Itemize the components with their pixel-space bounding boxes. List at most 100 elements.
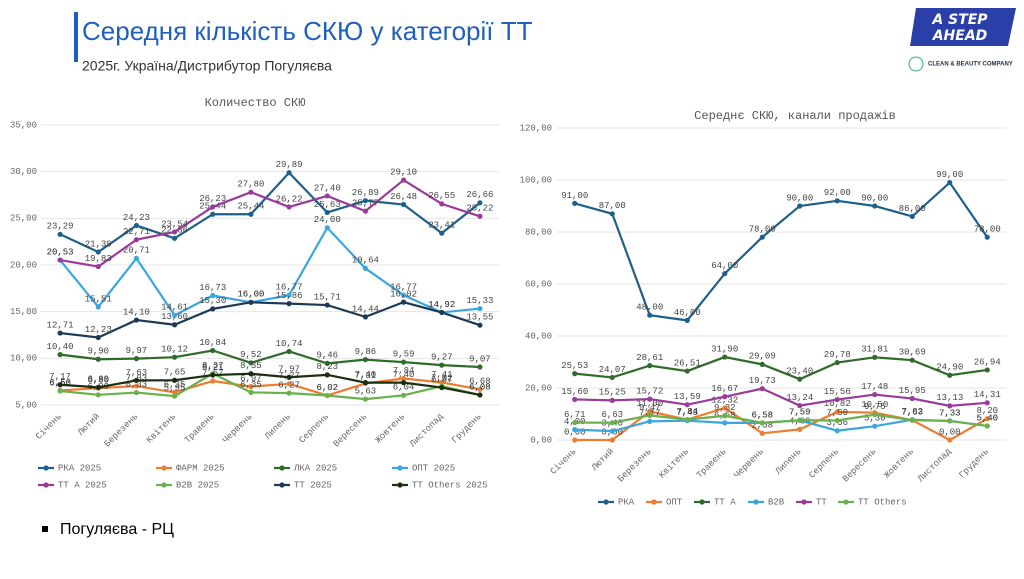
data-point xyxy=(171,354,178,360)
data-label: 6,02 xyxy=(316,383,338,393)
data-point xyxy=(439,384,445,391)
data-point xyxy=(248,384,254,390)
data-point xyxy=(210,306,216,312)
data-point xyxy=(834,396,840,403)
data-point xyxy=(171,393,178,399)
data-label: 16,77 xyxy=(390,283,417,293)
data-label: 14,44 xyxy=(352,304,379,314)
data-label: 13,59 xyxy=(674,392,701,402)
series-line xyxy=(59,171,481,254)
data-label: 7,63 xyxy=(901,408,923,418)
data-point xyxy=(647,418,653,424)
data-point xyxy=(722,420,728,426)
data-label: 24,07 xyxy=(599,365,626,375)
data-point xyxy=(133,383,140,389)
data-label: 16,77 xyxy=(276,283,303,293)
data-point xyxy=(759,386,765,392)
x-tick-label: Березень xyxy=(616,447,654,485)
data-point xyxy=(248,360,254,366)
data-label: 19,83 xyxy=(85,254,112,264)
data-point xyxy=(684,402,690,408)
data-point xyxy=(947,437,953,443)
legend-swatch xyxy=(43,482,49,488)
data-point xyxy=(362,208,369,214)
legend-label: ОПТ 2025 xyxy=(412,463,455,473)
data-label: 7,65 xyxy=(164,368,186,378)
data-label: 29,10 xyxy=(390,167,417,177)
series-line xyxy=(59,178,481,268)
x-tick-label: Листопад xyxy=(407,411,446,450)
x-tick-label: Липень xyxy=(773,447,804,478)
data-label: 8,35 xyxy=(240,361,262,371)
data-point xyxy=(872,203,878,209)
series-line xyxy=(59,372,481,401)
legend-label: B2B xyxy=(768,497,785,507)
data-label: 14,31 xyxy=(974,390,1001,400)
data-label: 6,58 xyxy=(751,410,773,420)
data-label: 31,90 xyxy=(711,344,738,354)
data-label: 9,90 xyxy=(87,347,109,357)
data-point xyxy=(722,413,728,419)
data-label: 7,97 xyxy=(278,365,300,375)
data-point xyxy=(286,348,292,355)
x-tick-label: Січень xyxy=(34,412,64,442)
data-point xyxy=(759,430,765,436)
data-point xyxy=(872,423,878,429)
data-label: 92,00 xyxy=(824,188,851,198)
data-point xyxy=(324,302,330,308)
data-label: 25,53 xyxy=(561,361,588,371)
data-point xyxy=(210,211,216,217)
data-label: 20,53 xyxy=(47,247,74,257)
data-point xyxy=(324,372,330,378)
data-label: 90,00 xyxy=(786,193,813,203)
data-point xyxy=(722,394,728,400)
x-tick-label: Листопад xyxy=(915,446,954,485)
legend-label: ТТ А xyxy=(714,497,736,507)
data-label: 26,89 xyxy=(352,188,379,198)
data-point xyxy=(400,201,407,208)
data-label: 46,00 xyxy=(674,308,701,318)
legend-label: TT Others xyxy=(858,497,907,507)
data-point xyxy=(834,359,840,366)
y-tick-label: 120,00 xyxy=(520,123,552,133)
data-point xyxy=(439,201,445,207)
data-label: 23,29 xyxy=(47,222,74,232)
data-point xyxy=(95,356,101,362)
data-label: 14,10 xyxy=(123,307,150,317)
data-label: 31,81 xyxy=(861,345,888,355)
data-point xyxy=(57,231,63,237)
x-tick-label: Жовтень xyxy=(882,447,916,481)
data-label: 13,60 xyxy=(161,312,188,322)
data-point xyxy=(947,372,953,378)
data-label: 23,54 xyxy=(161,219,188,229)
data-label: 20,53 xyxy=(47,247,74,257)
data-point xyxy=(248,189,254,195)
x-tick-label: Лютий xyxy=(589,447,616,474)
data-label: 15,56 xyxy=(824,387,851,397)
data-point xyxy=(834,198,840,204)
logo: A STEP AHEAD CLEAN & BEAUTY COMPANY xyxy=(908,8,1016,72)
data-label: 5,63 xyxy=(355,386,377,396)
y-tick-label: 0,00 xyxy=(530,435,552,445)
legend-swatch xyxy=(753,499,759,505)
data-point xyxy=(133,222,140,229)
data-point xyxy=(909,395,915,402)
data-point xyxy=(439,362,445,368)
data-label: 19,73 xyxy=(749,376,776,386)
data-point xyxy=(722,405,728,411)
data-label: 26,55 xyxy=(428,191,455,201)
data-label: 23,40 xyxy=(786,367,813,377)
data-label: 7,33 xyxy=(939,408,961,418)
data-label: 25,63 xyxy=(314,200,341,210)
data-point xyxy=(759,361,765,367)
data-label: 8,37 xyxy=(202,361,224,371)
data-label: 24,23 xyxy=(123,213,150,223)
data-label: 15,33 xyxy=(466,296,493,306)
data-label: 6,35 xyxy=(164,380,186,390)
y-tick-label: 35,00 xyxy=(10,120,37,130)
data-label: 10,82 xyxy=(824,399,851,409)
data-label: 14,92 xyxy=(428,300,455,310)
data-point xyxy=(210,378,216,384)
data-point xyxy=(248,211,254,217)
